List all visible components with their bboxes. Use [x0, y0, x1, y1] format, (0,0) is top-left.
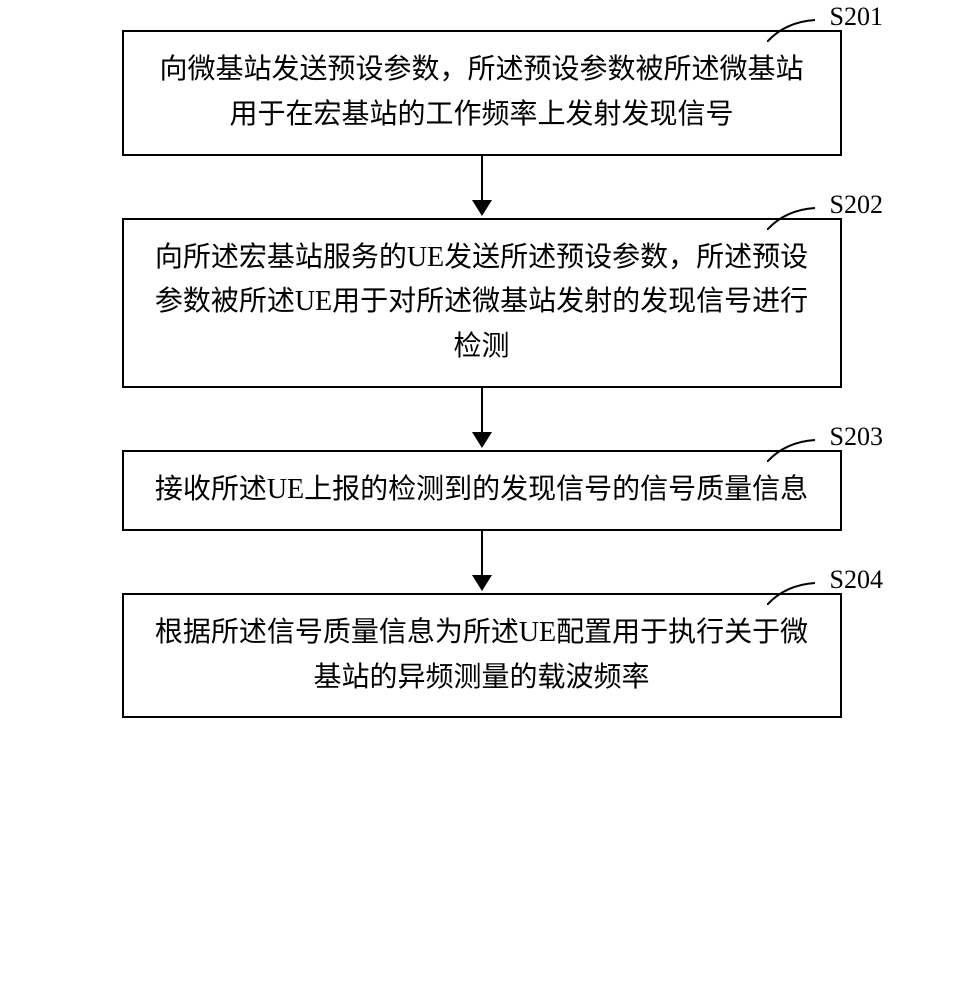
step-container-4: S204 根据所述信号质量信息为所述UE配置用于执行关于微基站的异频测量的载波频…: [20, 593, 943, 719]
arrow-head: [472, 575, 492, 591]
flowchart-container: S201 向微基站发送预设参数，所述预设参数被所述微基站用于在宏基站的工作频率上…: [20, 30, 943, 718]
step-container-3: S203 接收所述UE上报的检测到的发现信号的信号质量信息: [20, 450, 943, 531]
step-box-4: 根据所述信号质量信息为所述UE配置用于执行关于微基站的异频测量的载波频率: [122, 593, 842, 719]
arrow-line: [481, 531, 483, 575]
step-label-2: S202: [830, 190, 883, 220]
step-text-1: 向微基站发送预设参数，所述预设参数被所述微基站用于在宏基站的工作频率上发射发现信…: [148, 48, 816, 138]
arrow-1: [472, 156, 492, 218]
arrow-head: [472, 432, 492, 448]
arrow-2: [472, 388, 492, 450]
step-box-2: 向所述宏基站服务的UE发送所述预设参数，所述预设参数被所述UE用于对所述微基站发…: [122, 218, 842, 388]
step-text-3: 接收所述UE上报的检测到的发现信号的信号质量信息: [148, 468, 816, 513]
step-box-1: 向微基站发送预设参数，所述预设参数被所述微基站用于在宏基站的工作频率上发射发现信…: [122, 30, 842, 156]
arrow-3: [472, 531, 492, 593]
step-label-4: S204: [830, 565, 883, 595]
label-connector-curve: [767, 438, 815, 462]
arrow-head: [472, 200, 492, 216]
arrow-line: [481, 388, 483, 432]
step-box-3: 接收所述UE上报的检测到的发现信号的信号质量信息: [122, 450, 842, 531]
step-label-1: S201: [830, 2, 883, 32]
step-label-3: S203: [830, 422, 883, 452]
label-connector-curve: [767, 18, 815, 42]
step-container-1: S201 向微基站发送预设参数，所述预设参数被所述微基站用于在宏基站的工作频率上…: [20, 30, 943, 156]
label-connector-curve: [767, 581, 815, 605]
step-text-4: 根据所述信号质量信息为所述UE配置用于执行关于微基站的异频测量的载波频率: [148, 611, 816, 701]
step-container-2: S202 向所述宏基站服务的UE发送所述预设参数，所述预设参数被所述UE用于对所…: [20, 218, 943, 388]
step-text-2: 向所述宏基站服务的UE发送所述预设参数，所述预设参数被所述UE用于对所述微基站发…: [148, 236, 816, 370]
arrow-line: [481, 156, 483, 200]
label-connector-curve: [767, 206, 815, 230]
